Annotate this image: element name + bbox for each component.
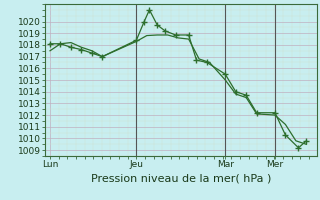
X-axis label: Pression niveau de la mer( hPa ): Pression niveau de la mer( hPa )	[91, 173, 271, 183]
